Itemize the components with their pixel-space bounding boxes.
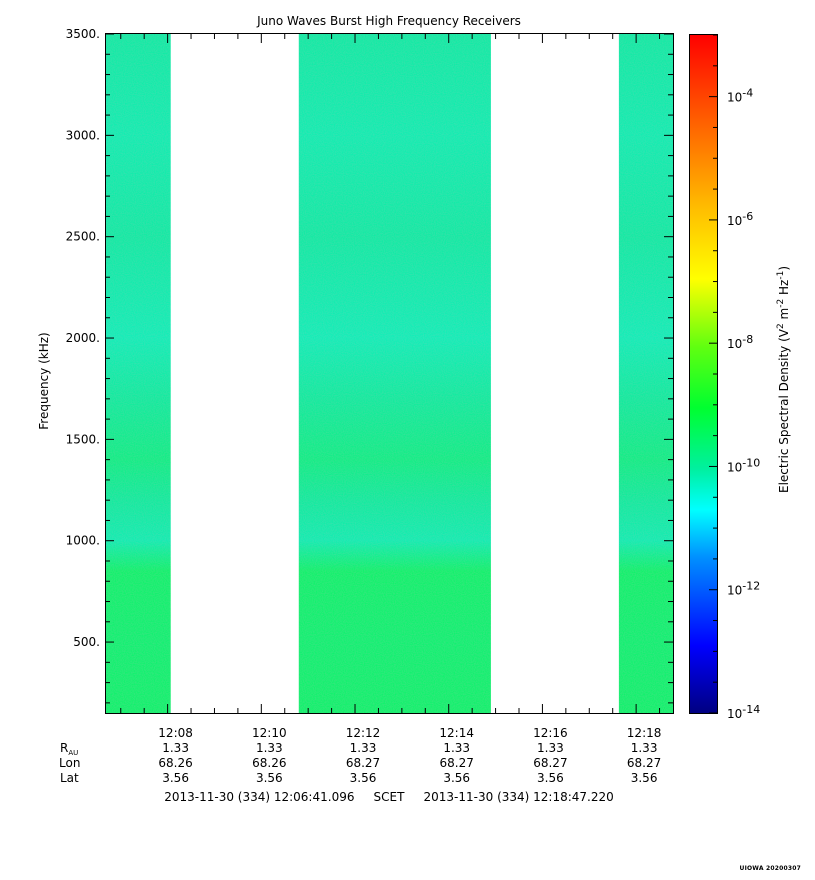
- y-tick-label: 2500.: [66, 230, 100, 244]
- ephemeris-rau-value: 1.33: [537, 741, 564, 755]
- y-axis-label: Frequency (kHz): [37, 332, 51, 429]
- y-tick-label: 1000.: [66, 534, 100, 548]
- x-tick-label: 12:12: [346, 726, 381, 740]
- data-segment-noise-3: [618, 34, 673, 713]
- colorbar-tick-label-exp: -8: [742, 333, 753, 346]
- colorbar-tick-label: 10-14: [727, 703, 760, 721]
- ephemeris-lat-value: 3.56: [537, 771, 564, 785]
- colorbar-tick-label-exp: -12: [742, 580, 760, 593]
- ephemeris-lat-value: 3.56: [162, 771, 189, 785]
- x-axis-ticks: 12:08 12:10 12:12 12:14 12:16 12:18: [120, 34, 662, 740]
- colorbar-tick-label-exp: -14: [742, 703, 760, 716]
- chart-title: Juno Waves Burst High Frequency Receiver…: [256, 14, 521, 28]
- colorbar-tick-label-base: 10: [727, 91, 742, 105]
- plot-frame: [105, 33, 674, 714]
- ephemeris-lat-value: 3.56: [350, 771, 377, 785]
- colorbar-tick-label-base: 10: [727, 584, 742, 598]
- colorbar-label-end: ): [777, 266, 791, 271]
- ephemeris-rau-value: 1.33: [443, 741, 470, 755]
- ephemeris-label-lon: Lon: [59, 756, 80, 770]
- ephemeris-lon-value: 68.27: [627, 756, 661, 770]
- x-tick-label: 12:10: [252, 726, 287, 740]
- y-tick-label: 1500.: [66, 432, 100, 446]
- ephemeris-rau-value: 1.33: [350, 741, 377, 755]
- ephemeris-label-lat: Lat: [60, 771, 79, 785]
- ephemeris-lat-value: 3.56: [256, 771, 283, 785]
- ephemeris-table: RAU Lon Lat 1.3368.263.561.3368.263.561.…: [59, 741, 661, 785]
- data-segment-noise-2: [298, 34, 491, 713]
- colorbar-tick-label: 10-8: [727, 333, 753, 351]
- data-segments: [106, 34, 673, 713]
- y-axis-ticks: 500. 1000. 1500. 2000. 2500. 3000. 3500.: [66, 27, 673, 704]
- colorbar-label-mid2: Hz: [777, 280, 791, 299]
- y-tick-label: 500.: [73, 635, 100, 649]
- data-segment-noise-1: [106, 34, 171, 713]
- ephemeris-rau-value: 1.33: [162, 741, 189, 755]
- ephemeris-rau-value: 1.33: [631, 741, 658, 755]
- x-tick-label: 12:18: [627, 726, 662, 740]
- ephemeris-lat-value: 3.56: [443, 771, 470, 785]
- colorbar-tick-label-base: 10: [727, 214, 742, 228]
- ephemeris-lon-value: 68.26: [158, 756, 192, 770]
- y-tick-label: 3000.: [66, 128, 100, 142]
- colorbar-tick-label: 10-12: [727, 580, 760, 598]
- colorbar-tick-label-exp: -4: [742, 87, 753, 100]
- colorbar-tick-label: 10-4: [727, 87, 753, 105]
- colorbar-tick-label-base: 10: [727, 707, 742, 721]
- ephemeris-lon-value: 68.26: [252, 756, 286, 770]
- y-tick-label: 2000.: [66, 331, 100, 345]
- colorbar-tick-label-exp: -6: [742, 210, 753, 223]
- ephemeris-lon-value: 68.27: [533, 756, 567, 770]
- ephemeris-lon-value: 68.27: [440, 756, 474, 770]
- time-range-caption: 2013-11-30 (334) 12:06:41.096 SCET 2013-…: [164, 790, 614, 804]
- ephemeris-label-rau-base: R: [60, 741, 68, 755]
- colorbar-label: Electric Spectral Density (V2 m-2 Hz-1): [776, 266, 791, 493]
- colorbar-label-mid1: m: [777, 308, 791, 324]
- ephemeris-label-rau: RAU: [60, 741, 78, 757]
- colorbar-tick-label-base: 10: [727, 337, 742, 351]
- x-tick-label: 12:08: [158, 726, 193, 740]
- ephemeris-label-rau-sub: AU: [68, 749, 78, 757]
- x-tick-label: 12:14: [439, 726, 474, 740]
- colorbar-label-sup1: 2: [776, 323, 786, 329]
- ephemeris-rau-value: 1.33: [256, 741, 283, 755]
- colorbar-tick-label-base: 10: [727, 461, 742, 475]
- colorbar-tick-label: 10-6: [727, 210, 753, 228]
- colorbar-label-sup3: -1: [776, 271, 786, 280]
- colorbar-tick-label-exp: -10: [742, 457, 760, 470]
- y-tick-label: 3500.: [66, 27, 100, 41]
- ephemeris-lon-value: 68.27: [346, 756, 380, 770]
- colorbar: [689, 34, 718, 714]
- colorbar-tick-label: 10-10: [727, 457, 760, 475]
- ephemeris-lat-value: 3.56: [631, 771, 658, 785]
- colorbar-label-sup2: -2: [776, 299, 786, 308]
- colorbar-label-base: Electric Spectral Density (V: [777, 328, 791, 493]
- corner-stamp: UIOWA 20200307: [739, 865, 801, 872]
- x-tick-label: 12:16: [533, 726, 568, 740]
